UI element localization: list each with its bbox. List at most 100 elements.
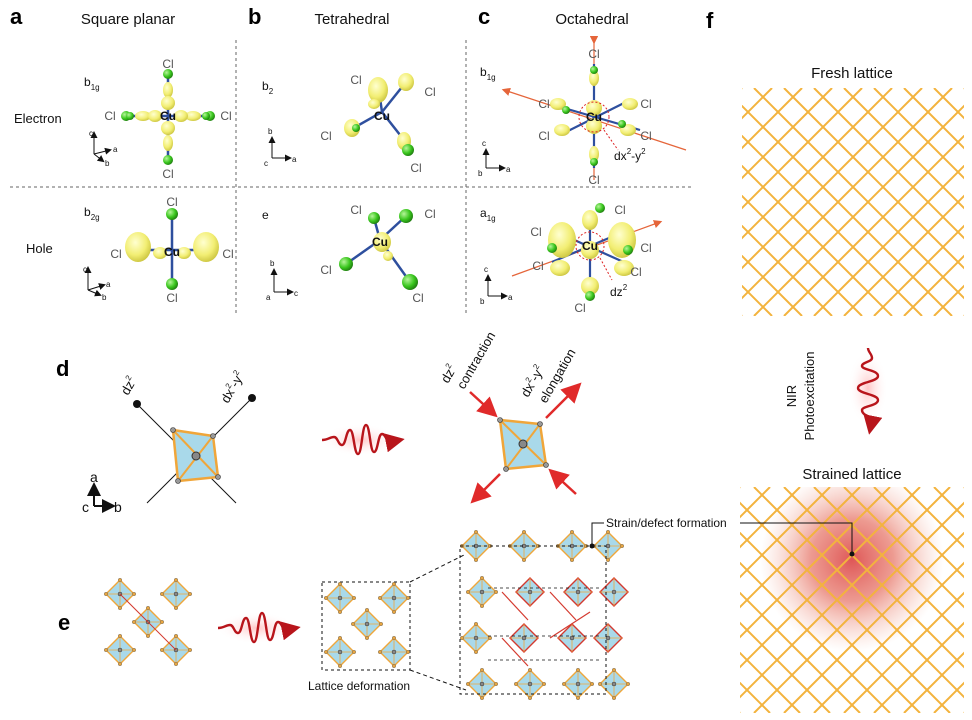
svg-text:Cl: Cl [538, 97, 549, 111]
metal-label: Cu [160, 109, 176, 123]
svg-text:Cl: Cl [350, 73, 361, 87]
svg-text:b: b [102, 293, 107, 302]
svg-text:a: a [106, 280, 111, 289]
label-photoexcitation: Photoexcitation [802, 352, 817, 441]
lattice-line [933, 681, 964, 713]
svg-text:Cl: Cl [412, 291, 423, 305]
svg-text:c: c [484, 265, 488, 274]
axes-a-top: c a b [89, 129, 118, 168]
title-tetrahedral: Tetrahedral [314, 11, 389, 28]
svg-text:c: c [83, 265, 87, 274]
lattice-line [742, 284, 773, 316]
svg-text:Cl: Cl [640, 97, 651, 111]
axes-c-bottom: c a b [480, 265, 513, 306]
svg-text:Cl: Cl [640, 129, 651, 143]
svg-text:Cl: Cl [320, 129, 331, 143]
panel-e-zoom-box [459, 545, 607, 695]
strain-bond [549, 591, 577, 621]
axes-d: a b c [82, 469, 122, 515]
svg-text:Cl: Cl [574, 301, 585, 315]
lattice-line [742, 88, 863, 210]
svg-text:c: c [294, 289, 298, 298]
svg-text:Cl: Cl [220, 109, 231, 123]
lattice-line [742, 88, 803, 150]
octahedron [465, 575, 499, 609]
label-strained-lattice: Strained lattice [802, 466, 901, 483]
lattice-line [963, 487, 964, 489]
label-d-dx2y2: dx2-y2 [217, 368, 248, 405]
pulse-e [216, 612, 296, 644]
strain-pointer [740, 522, 853, 554]
lattice-line [742, 88, 833, 180]
lattice-line [783, 134, 964, 316]
lattice-line [742, 254, 803, 316]
molecule-a-hole: Cu Cl Cl Cl Cl [110, 195, 233, 305]
svg-text:a: a [506, 165, 511, 174]
lattice-line [742, 88, 923, 270]
orbital-label-a-bottom: b2g [84, 205, 100, 222]
lattice-line [963, 88, 964, 90]
lattice-line [873, 224, 964, 316]
octahedron [561, 667, 595, 701]
svg-text:Cl: Cl [588, 173, 599, 187]
svg-text:Cu: Cu [164, 245, 180, 259]
label-d-dz2-right: dz2 [437, 361, 460, 385]
panel-d-right-octahedron: dz2 contraction dx2-y2 elongation [437, 329, 582, 504]
lattice-line [903, 88, 964, 150]
svg-text:Cu: Cu [372, 235, 388, 249]
svg-text:a: a [508, 293, 513, 302]
molecule-b-hole: Cu Cl Cl Cl Cl [320, 203, 435, 305]
octahedron [513, 667, 547, 701]
panel-label-e: e [58, 610, 70, 635]
row-label-hole: Hole [26, 241, 53, 256]
label-nir: NIR [784, 385, 799, 407]
orbital-label-c-bottom: a1g [480, 206, 496, 223]
orbital-label-c-top: b1g [480, 65, 496, 82]
svg-text:a: a [90, 469, 98, 485]
lattice-line [742, 314, 743, 316]
pulse-f [848, 347, 888, 435]
svg-text:Cl: Cl [110, 247, 121, 261]
lattice-line [933, 284, 964, 316]
lattice-line [903, 651, 964, 713]
strained-octahedron [599, 577, 629, 607]
label-d-dz2: dz2 [117, 373, 140, 397]
lattice-line [843, 591, 964, 713]
svg-text:Cl: Cl [166, 291, 177, 305]
axes-c-top: c a b [478, 139, 511, 178]
lattice-line [843, 194, 964, 316]
octahedron [465, 667, 499, 701]
svg-text:b: b [105, 159, 110, 168]
annotation-dx2-y2: dx2-y2 [614, 147, 646, 163]
label-fresh-lattice: Fresh lattice [811, 65, 893, 82]
lattice-line [742, 88, 773, 120]
annotation-dz2: dz2 [610, 283, 628, 299]
strained-lattice-grid [740, 487, 964, 713]
orbital-label-b-bottom: e [262, 208, 269, 222]
panel-label-d: d [56, 356, 69, 381]
panel-e-cluster [103, 577, 193, 667]
octahedron [459, 529, 493, 563]
svg-text:b: b [114, 499, 122, 515]
lattice-line [873, 621, 964, 713]
axes-b-top: b a c [264, 127, 297, 168]
strained-octahedron [557, 623, 587, 653]
lattice-line [933, 88, 964, 120]
svg-text:Cl: Cl [532, 259, 543, 273]
panel-label-f: f [706, 8, 714, 33]
strained-octahedron [515, 577, 545, 607]
fresh-lattice-grid [742, 88, 964, 316]
svg-text:Cl: Cl [410, 161, 421, 175]
molecule-a-electron: Cu Cl Cl Cl Cl [104, 57, 231, 181]
svg-text:Cl: Cl [530, 225, 541, 239]
lattice-line [903, 254, 964, 316]
svg-text:a: a [266, 293, 271, 302]
svg-text:b: b [480, 297, 485, 306]
label-strain-defect: Strain/defect formation [606, 516, 727, 530]
panel-d-left-octahedron: dz2 dx2-y2 [117, 368, 256, 504]
svg-text:c: c [482, 139, 486, 148]
panel-label-b: b [248, 4, 261, 29]
svg-text:Cl: Cl [222, 247, 233, 261]
orbital-label-b-top: b2 [262, 79, 274, 96]
panel-label-c: c [478, 4, 490, 29]
